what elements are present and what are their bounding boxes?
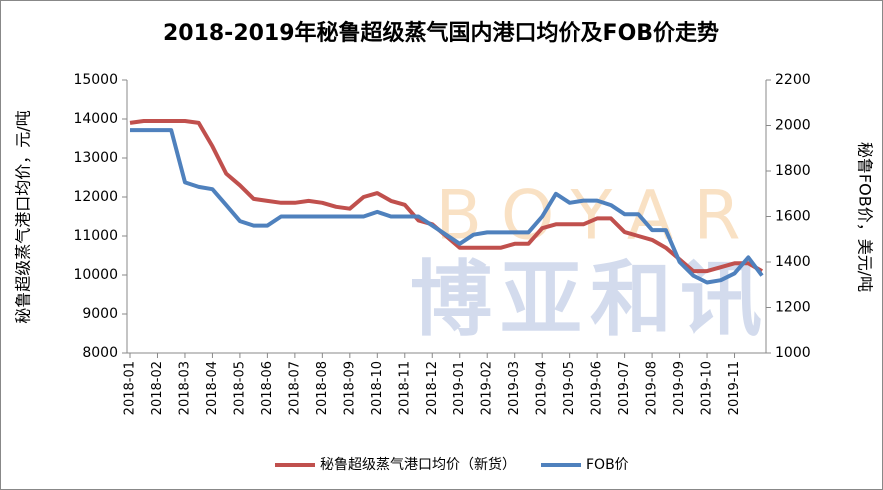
x-tick-label: 2018-05 <box>232 361 247 415</box>
y-axis-label: 秘鲁超级蒸气港口均价，元/吨 <box>14 110 33 323</box>
x-tick-label: 2018-02 <box>150 361 165 415</box>
x-tick-label: 2019-07 <box>617 361 632 415</box>
x-tick-label: 2019-03 <box>507 361 522 415</box>
line-series <box>130 128 764 285</box>
y-tick-label: 12000 <box>73 189 118 205</box>
x-tick-label: 2019-11 <box>727 361 742 415</box>
x-tick-label: 2019-06 <box>590 361 605 415</box>
x-tick-label: 2019-02 <box>480 361 495 415</box>
watermark: BOYAR <box>435 177 760 256</box>
y2-tick-label: 2200 <box>775 72 811 88</box>
y-tick-label: 13000 <box>73 150 118 166</box>
x-tick-label: 2018-04 <box>205 361 220 415</box>
y-tick-label: 15000 <box>73 72 118 88</box>
legend-label: 秘鲁超级蒸气港口均价（新货） <box>320 456 516 473</box>
y-tick-label: 8000 <box>82 345 118 361</box>
y-tick-label: 14000 <box>73 111 118 127</box>
y2-tick-label: 1600 <box>775 209 811 225</box>
watermark: 博亚和讯 <box>410 252 770 347</box>
y2-axis-label: 秘鲁FOB价，美元/吨 <box>856 142 875 292</box>
x-tick-label: 2018-12 <box>425 361 440 415</box>
x-tick-label: 2019-04 <box>535 361 550 415</box>
y-tick-label: 10000 <box>73 267 118 283</box>
x-tick-label: 2019-09 <box>672 361 687 415</box>
x-tick-label: 2018-06 <box>260 361 275 415</box>
x-tick-label: 2018-11 <box>397 361 412 415</box>
x-tick-label: 2019-08 <box>645 361 660 415</box>
y2-tick-label: 1800 <box>775 163 811 179</box>
y-tick-label: 9000 <box>82 306 118 322</box>
y2-tick-label: 2000 <box>775 118 811 134</box>
x-tick-label: 2018-08 <box>315 361 330 415</box>
x-tick-label: 2018-03 <box>177 361 192 415</box>
x-tick-label: 2019-10 <box>700 361 715 415</box>
chart-title: 2018-2019年秘鲁超级蒸气国内港口均价及FOB价走势 <box>163 20 719 46</box>
y2-tick-label: 1200 <box>775 300 811 316</box>
x-tick-label: 2019-01 <box>452 361 467 415</box>
y2-tick-label: 1400 <box>775 254 811 270</box>
x-tick-label: 2018-10 <box>370 361 385 415</box>
y-tick-label: 11000 <box>73 228 118 244</box>
x-tick-label: 2019-05 <box>562 361 577 415</box>
y2-tick-label: 1000 <box>775 345 811 361</box>
legend-label: FOB价 <box>586 457 629 473</box>
x-tick-label: 2018-01 <box>123 361 138 415</box>
x-tick-label: 2018-09 <box>342 361 357 415</box>
x-tick-label: 2018-07 <box>287 361 302 415</box>
